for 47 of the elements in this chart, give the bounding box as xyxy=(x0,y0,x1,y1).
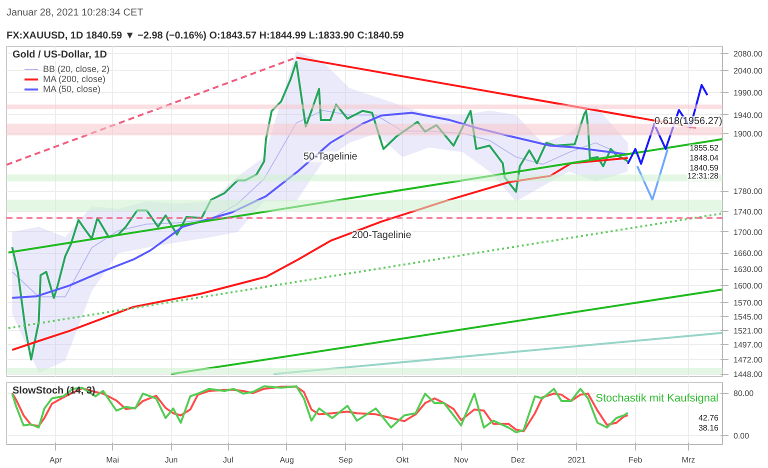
y-tick-label: 1940.00 xyxy=(734,111,763,120)
x-tick-label: Dez xyxy=(510,456,526,464)
y-tick-label: 1570.00 xyxy=(734,298,763,308)
annotation: Stochastik mit Kaufsignal xyxy=(596,392,718,404)
annotation: 1840.59 xyxy=(690,164,720,172)
legend-label: MA (50, close) xyxy=(43,84,101,94)
y-tick-label: 1700.00 xyxy=(734,228,763,237)
annotation: 1848.04 xyxy=(690,154,720,162)
y-tick-label: 1497.00 xyxy=(734,340,763,350)
y-tick-label: 1780.00 xyxy=(734,187,763,196)
x-tick-label: Jul xyxy=(223,456,234,464)
annotation: 12:31:28 xyxy=(687,172,720,180)
x-tick-label: 2021 xyxy=(568,456,586,464)
y-tick-label: 1521.00 xyxy=(734,326,763,336)
x-tick-label: Aug xyxy=(280,456,294,464)
x-tick-label: Sep xyxy=(338,456,354,464)
y-tick-label: 1900.00 xyxy=(734,129,763,138)
y-tick-label: 1472.00 xyxy=(734,355,763,364)
x-tick-label: Mrz xyxy=(682,456,696,464)
x-tick-label: Apr xyxy=(50,456,62,464)
y-tick-label: 1990.00 xyxy=(734,88,763,98)
chart-title: Gold / US-Dollar, 1D xyxy=(12,50,107,60)
y-tick-label: 1600.00 xyxy=(734,282,763,291)
y-tick-label: 80.00 xyxy=(734,389,754,398)
chart-subtitle: FX:XAUUSD, 1D 1840.59 ▼ −2.98 (−0.16%) O:1843.57 H:1844.99 L:1833.90 C:1840.59 xyxy=(6,30,404,42)
y-tick-label: 1630.00 xyxy=(734,265,763,274)
y-tick-label: 1545.00 xyxy=(734,312,763,322)
annotation: 0.618(1956.27) xyxy=(654,116,722,128)
annotation: 38.16 xyxy=(698,424,720,432)
x-tick-label: Nov xyxy=(454,456,468,464)
y-tick-label: 2080.00 xyxy=(734,49,763,58)
annotation: 50-Tagelinie xyxy=(303,151,358,162)
y-tick-label: 1740.00 xyxy=(734,207,763,216)
y-tick-label: 1660.00 xyxy=(734,249,763,258)
annotation: 1855.52 xyxy=(690,144,720,152)
x-tick-label: Mai xyxy=(106,456,120,464)
x-tick-label: Okt xyxy=(396,456,410,464)
y-tick-label: 1448.00 xyxy=(734,370,763,380)
x-tick-label: Feb xyxy=(628,456,643,464)
legend-label: BB (20, close, 2) xyxy=(43,64,110,74)
text: Januar 28, 2021 10:28:34 CET xyxy=(6,8,144,18)
legend-label: MA (200, close) xyxy=(43,74,106,84)
y-tick-label: 2040.00 xyxy=(734,66,763,76)
annotation: 200-Tagelinie xyxy=(352,230,412,242)
y-tick-label: 0.00 xyxy=(734,431,750,440)
x-tick-label: Jun xyxy=(164,456,178,464)
annotation: 42.76 xyxy=(698,414,720,422)
